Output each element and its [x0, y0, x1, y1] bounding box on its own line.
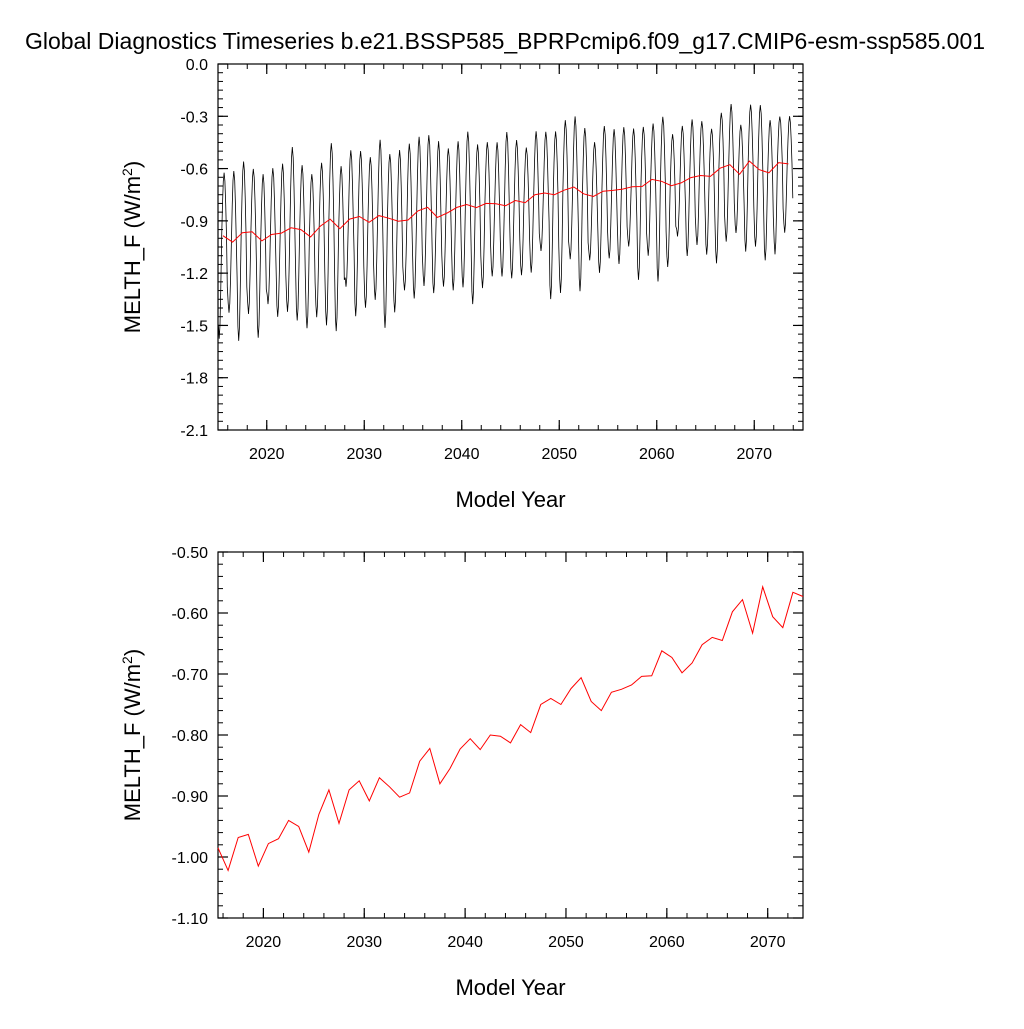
- plot-frame: [217, 551, 804, 919]
- y-tick-label: -0.90: [172, 789, 209, 806]
- x-tick-label: 2040: [444, 446, 480, 463]
- x-tick-label: 2050: [541, 446, 577, 463]
- y-tick-label: -0.3: [180, 109, 208, 126]
- y-tick-label: -0.50: [172, 545, 209, 562]
- y-tick-label: -1.00: [172, 850, 209, 867]
- x-tick-label: 2060: [649, 934, 685, 951]
- x-tick-label: 2030: [346, 934, 382, 951]
- annual-mean-line: [217, 584, 804, 872]
- bottom-panel: 2020 2030 2040 2050 2060 2070 -0.50 -0.60 -0.70 -…: [119, 545, 804, 1000]
- x-tick-label: 2070: [736, 446, 772, 463]
- y-tick-label: -0.70: [172, 667, 209, 684]
- y-tick-label: -1.5: [180, 318, 208, 335]
- x-tick-label: 2020: [246, 934, 282, 951]
- x-tick-label: 2050: [548, 934, 584, 951]
- y-axis-label: MELTH_F (W/m2): [119, 649, 145, 821]
- y-tick-label: -0.9: [180, 214, 208, 231]
- x-tick-label: 2020: [249, 446, 285, 463]
- y-tick-label: -2.1: [180, 423, 208, 440]
- annual-mean-line: [222, 160, 789, 243]
- top-panel: 2020 2030 2040 2050 2060 2070 0.0 -0.3 -0.6 -0.9 -…: [119, 57, 804, 512]
- monthly-series-line: [218, 103, 794, 341]
- x-tick-label: 2070: [750, 934, 786, 951]
- y-tick-label: -0.60: [172, 606, 209, 623]
- y-tick-label: -0.6: [180, 162, 208, 179]
- y-tick-label: -1.2: [180, 266, 208, 283]
- y-tick-label: 0.0: [186, 57, 208, 74]
- x-tick-label: 2060: [639, 446, 675, 463]
- y-tick-label: -1.10: [172, 911, 209, 928]
- y-axis-label: MELTH_F (W/m2): [119, 161, 145, 333]
- x-axis-label: Model Year: [455, 487, 565, 512]
- x-axis-label: Model Year: [455, 975, 565, 1000]
- x-tick-label: 2030: [346, 446, 382, 463]
- x-tick-label: 2040: [447, 934, 483, 951]
- y-tick-label: -0.80: [172, 728, 209, 745]
- y-tick-label: -1.8: [180, 371, 208, 388]
- chart-title: Global Diagnostics Timeseries b.e21.BSSP…: [25, 28, 985, 54]
